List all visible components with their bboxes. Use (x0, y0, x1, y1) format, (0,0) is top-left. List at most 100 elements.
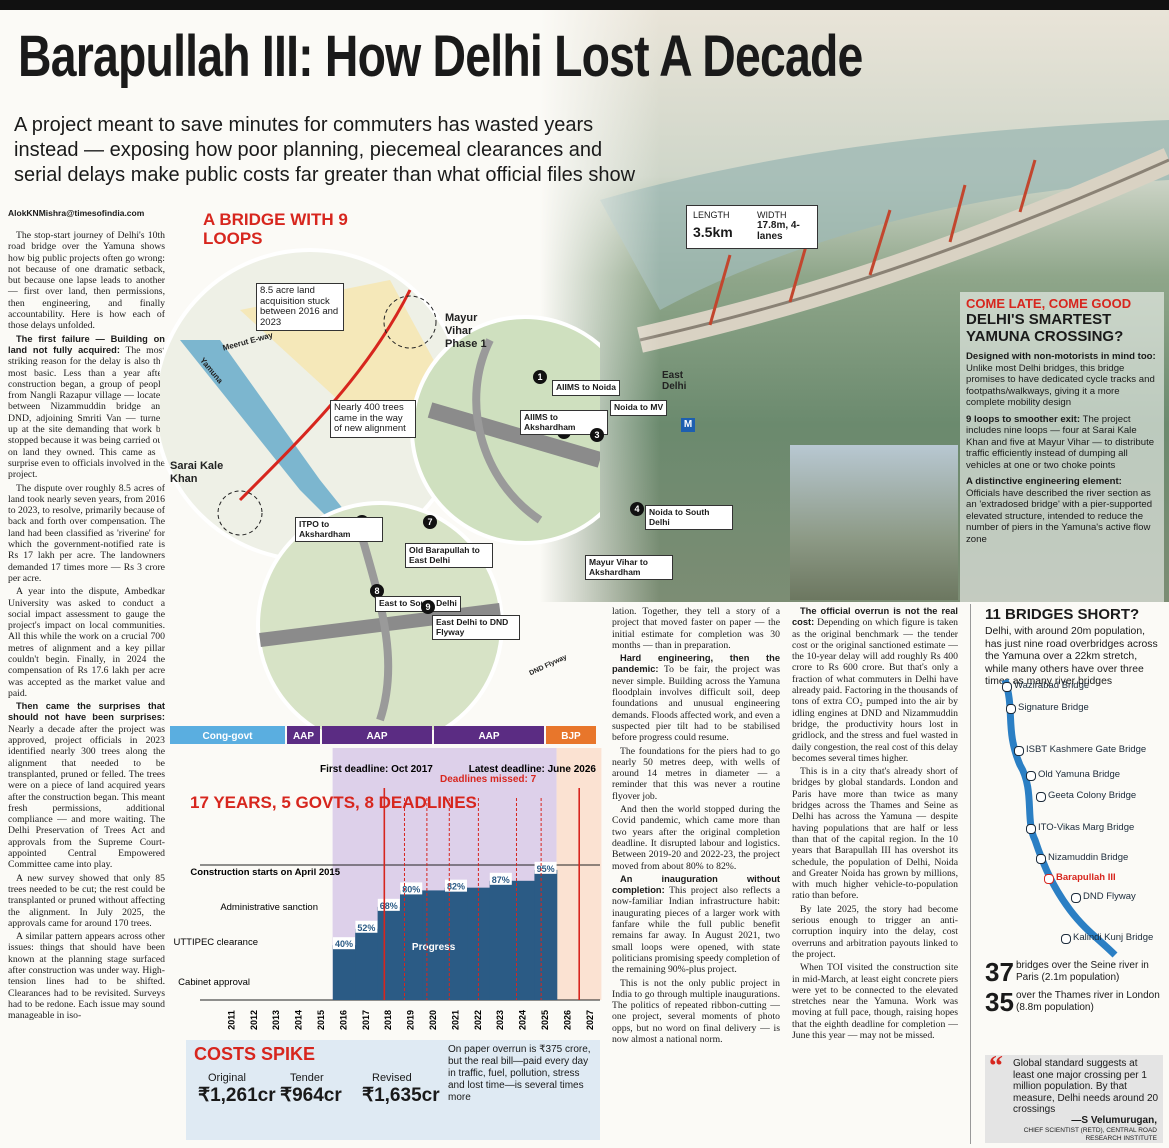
place-label: Sarai Kale Khan (170, 460, 224, 485)
inset-photo (790, 445, 958, 600)
quote: Global standard suggests at least one ma… (1013, 1058, 1159, 1115)
value-label-bg (333, 937, 355, 950)
quote-author: —S Velumurugan, (1071, 1115, 1157, 1126)
bridge-label: Nizamuddin Bridge (1048, 852, 1129, 863)
govt-label: AAP (293, 731, 314, 742)
article-column: The official overrun is not the real cos… (792, 606, 958, 1043)
progress-bar (377, 906, 401, 1000)
loop-label: Noida to South Delhi (645, 505, 733, 530)
paragraph: The first failure — Building on land not… (8, 334, 165, 481)
year-label: 2023 (495, 1010, 505, 1030)
paragraph-text: This is in a city that's already short o… (792, 766, 958, 902)
bridges-title: 11 BRIDGES SHORT? (985, 606, 1140, 623)
sidebar-title: DELHI'S SMARTEST YAMUNA CROSSING? (966, 311, 1124, 345)
govt-label: BJP (561, 731, 581, 742)
article-column: The stop-start journey of Delhi's 10th r… (8, 230, 165, 1023)
sidebar-kicker: COME LATE, COME GOOD (966, 296, 1132, 311)
bridge-dot (1026, 771, 1036, 781)
year-label: 2024 (518, 1010, 528, 1030)
govt-band (170, 726, 285, 744)
govt-band (434, 726, 544, 744)
cost-value: ₹1,261cr (198, 1085, 276, 1106)
loop-label: Noida to MV (610, 400, 668, 416)
specs-box: LENGTH 3.5km WIDTH 17.8m, 4-lanes (686, 205, 818, 249)
year-label: 2018 (383, 1010, 393, 1030)
byline: AlokKNMishra@timesofindia.com (8, 208, 145, 218)
bridge-label: ISBT Kashmere Gate Bridge (1026, 744, 1147, 755)
sidebar-items: Designed with non-motorists in mind too:… (966, 351, 1158, 545)
sidebar-item: 9 loops to smoother exit: The project in… (966, 414, 1158, 472)
govt-label: Cong-govt (203, 731, 254, 742)
year-label: 2026 (562, 1010, 572, 1030)
govt-band (546, 726, 596, 744)
cost-value: ₹1,635cr (362, 1085, 440, 1106)
paragraph: A year into the dispute, Ambedkar Univer… (8, 586, 165, 699)
value-label-bg (445, 879, 467, 892)
value-label: 95% (537, 864, 555, 874)
paragraph-heading: An inauguration without completion: (612, 873, 780, 896)
year-label: 2017 (361, 1010, 371, 1030)
aerial-illustration (540, 10, 1169, 602)
paragraph-text: A similar pattern appears across other i… (8, 931, 165, 1022)
deadline-label: Deadlines missed: 7 (440, 774, 537, 785)
loop-number: 4 (630, 502, 644, 516)
value-label: 82% (447, 882, 465, 892)
place-label: Mayur Vihar Phase 1 (445, 312, 487, 350)
spec-label: LENGTH (693, 210, 730, 220)
bridge-label: Signature Bridge (1018, 702, 1089, 713)
quote-mark: “ (989, 1051, 1003, 1082)
paragraph: A new survey showed that only 85 trees n… (8, 873, 165, 929)
year-label: 2021 (450, 1010, 460, 1030)
year-label: 2019 (406, 1010, 416, 1030)
cost-value: ₹964cr (280, 1085, 342, 1106)
year-label: 2011 (226, 1010, 236, 1030)
value-label-bg (489, 872, 512, 885)
bridge-dot (1026, 824, 1036, 834)
value-label: 80% (402, 884, 420, 894)
sidebar-item-heading: Designed with non-motorists in mind too: (966, 351, 1156, 362)
loop-label: Mayur Vihar to Akshardham (585, 555, 673, 580)
loop-label: ITPO to Akshardham (295, 517, 383, 542)
paragraph: When TOI visited the construction site i… (792, 962, 958, 1041)
sidebar-item-heading: 9 loops to smoother exit: (966, 413, 1081, 425)
progress-bar (422, 890, 446, 1000)
year-label: 2016 (338, 1010, 348, 1030)
sidebar: COME LATE, COME GOOD DELHI'S SMARTEST YA… (960, 292, 1164, 602)
value-label-bg (534, 861, 557, 874)
paragraph-text: This is not the only public project in I… (612, 977, 780, 1045)
bridge-dot (1044, 874, 1054, 884)
paragraph: And then the world stopped during the Co… (612, 804, 780, 872)
loop-label: Old Barapullah to East Delhi (405, 543, 493, 568)
year-label: 2012 (249, 1010, 259, 1030)
year-label: 2025 (540, 1010, 550, 1030)
bridge-label: Kalindi Kunj Bridge (1073, 932, 1154, 943)
value-label: 87% (492, 875, 510, 885)
paragraph-heading: The official overrun is not the real cos… (792, 606, 958, 628)
bridge-label: ITO-Vikas Marg Bridge (1038, 822, 1135, 833)
cost-label: Revised (372, 1072, 412, 1084)
sidebar-item-text: The project includes nine loops — four a… (966, 413, 1155, 471)
paragraph-heading: Then came the surprises that should not … (8, 701, 165, 723)
comparison-text: bridges over the Seine river in Paris (2… (1016, 960, 1149, 983)
milestone: Construction starts on April 2015 (190, 867, 340, 878)
paragraph-text: Nearly a decade after the project was ap… (8, 723, 165, 871)
paragraph: By late 2025, the story had become serio… (792, 904, 958, 960)
divider (970, 604, 971, 1144)
paragraph-text: The dispute over roughly 8.5 acres of la… (8, 482, 165, 584)
paragraph: Then came the surprises that should not … (8, 701, 165, 870)
progress-bar (534, 869, 558, 1000)
year-label: 2015 (316, 1010, 326, 1030)
value-label: 52% (357, 923, 375, 933)
comparison-text: over the Thames river in London (8.8m po… (1016, 990, 1160, 1013)
paragraph-text: lation. Together, they tell a story of a… (612, 606, 780, 651)
map-note: 8.5 acre land acquisition stuck between … (256, 283, 344, 331)
milestone: Administrative sanction (220, 902, 318, 913)
paragraph: The stop-start journey of Delhi's 10th r… (8, 230, 165, 332)
paragraph-text: This project also reflects a now-familia… (612, 885, 780, 976)
govt-label: AAP (366, 731, 387, 742)
paragraph-text: By late 2025, the story had become serio… (792, 903, 958, 960)
quote-box: “ Global standard suggests at least one … (985, 1051, 1163, 1143)
value-label-bg (377, 898, 400, 911)
milestone: Cabinet approval (178, 977, 250, 988)
